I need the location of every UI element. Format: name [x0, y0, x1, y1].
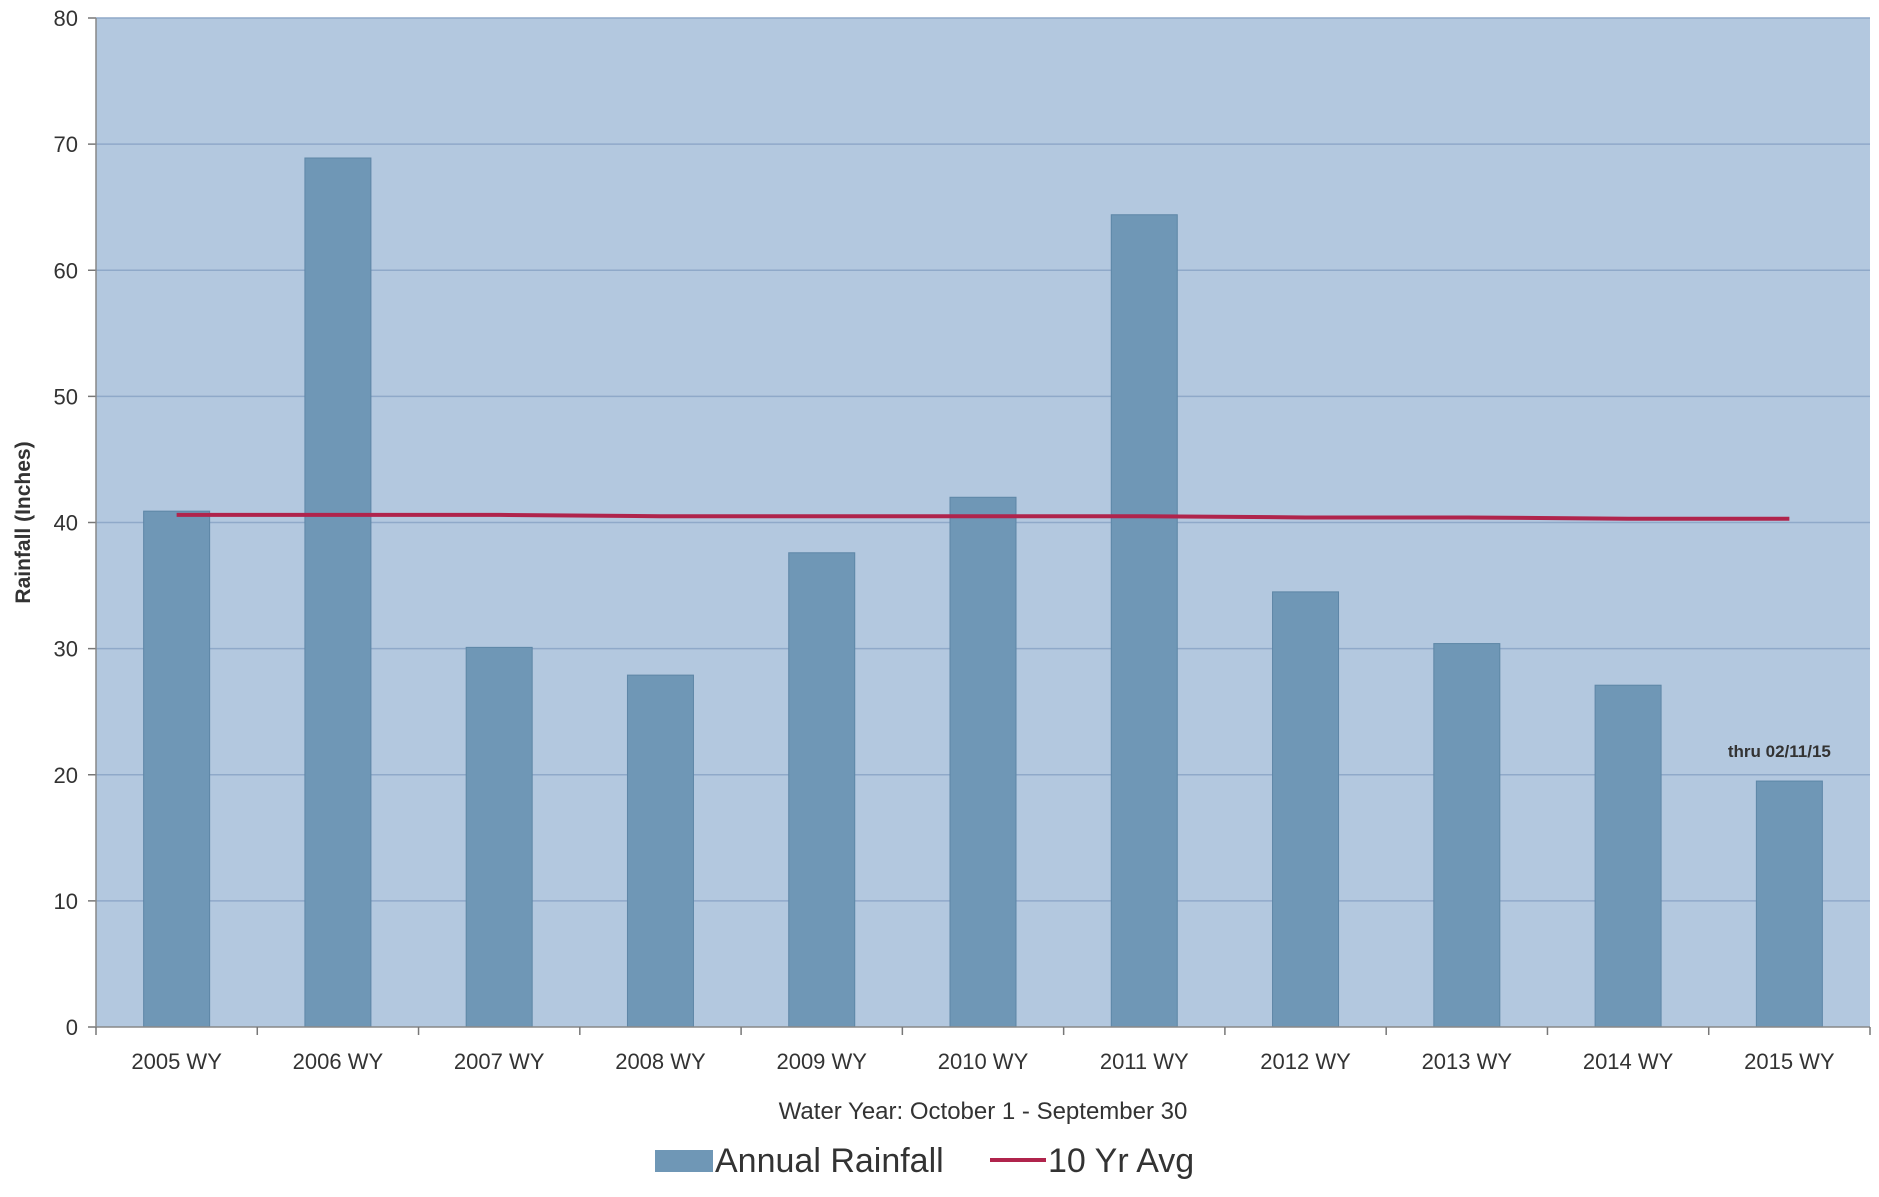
- x-tick-label: 2012 WY: [1260, 1049, 1351, 1074]
- y-tick-label: 70: [54, 132, 78, 157]
- bar-2007-wy: [465, 646, 533, 1028]
- bar-2012-wy: [1272, 591, 1340, 1028]
- y-tick-label: 40: [54, 511, 78, 536]
- x-tick-label: 2008 WY: [615, 1049, 706, 1074]
- bar-2011-wy: [1110, 214, 1178, 1028]
- y-tick-label: 30: [54, 637, 78, 662]
- bar-2008-wy: [626, 674, 694, 1028]
- x-axis-title: Water Year: October 1 - September 30: [779, 1098, 1188, 1125]
- x-tick-label: 2009 WY: [776, 1049, 867, 1074]
- y-tick-label: 80: [54, 6, 78, 31]
- bar-2006-wy: [304, 157, 372, 1028]
- y-axis-title: Rainfall (Inches): [12, 441, 35, 603]
- y-tick-label: 20: [54, 763, 78, 788]
- y-tick-label: 60: [54, 258, 78, 283]
- x-tick-label: 2014 WY: [1583, 1049, 1674, 1074]
- avg-line: [176, 512, 1790, 521]
- legend-label-annual-rainfall: Annual Rainfall: [715, 1142, 944, 1180]
- bar-2014-wy: [1594, 684, 1662, 1028]
- x-tick-label: 2013 WY: [1422, 1049, 1513, 1074]
- annotation-thru-date: thru 02/11/15: [1728, 742, 1831, 761]
- x-tick-label: 2010 WY: [938, 1049, 1029, 1074]
- bar-2009-wy: [788, 552, 856, 1028]
- bar-2015-wy: [1755, 780, 1823, 1028]
- legend: Annual Rainfall 10 Yr Avg: [655, 1142, 1194, 1180]
- avg-line-layer: [176, 512, 1790, 521]
- x-tick-label: 2011 WY: [1100, 1049, 1189, 1074]
- x-tick-label: 2005 WY: [131, 1049, 222, 1074]
- x-tick-label: 2006 WY: [293, 1049, 384, 1074]
- x-tick-label: 2015 WY: [1744, 1049, 1835, 1074]
- axes: 0 10 20 30 40 50 60 70 80: [54, 6, 1871, 1040]
- bar-2010-wy: [949, 496, 1017, 1028]
- legend-swatch-annual-rainfall: [655, 1150, 713, 1172]
- y-tick-label: 50: [54, 384, 78, 409]
- y-tick-label: 10: [54, 889, 78, 914]
- bar-2005-wy: [143, 510, 211, 1028]
- legend-label-10-yr-avg: 10 Yr Avg: [1048, 1142, 1194, 1180]
- bar-2013-wy: [1433, 643, 1501, 1028]
- x-tick-label: 2007 WY: [454, 1049, 545, 1074]
- labels: 2005 WY 2006 WY 2007 WY 2008 WY 2009 WY 2010 …: [131, 1049, 1835, 1074]
- bars: [143, 157, 1823, 1028]
- y-tick-label: 0: [66, 1015, 78, 1040]
